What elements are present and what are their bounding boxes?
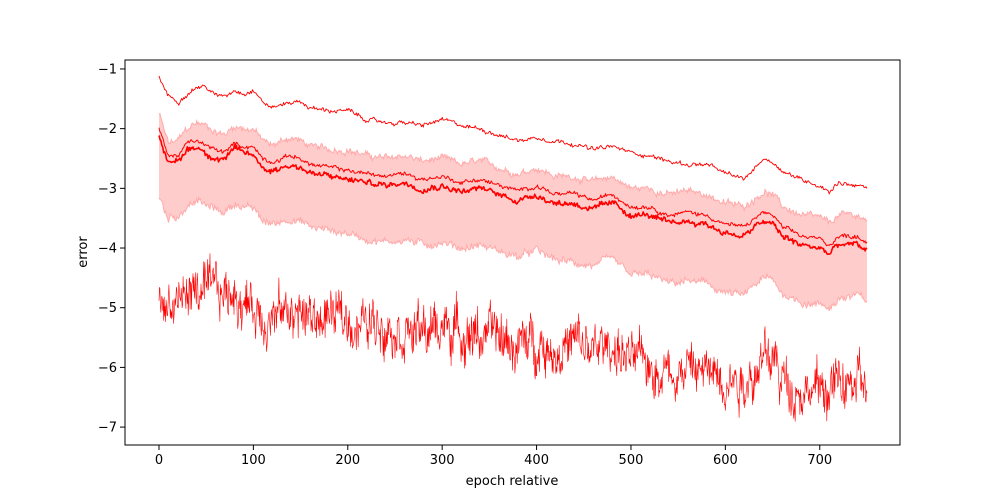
y-axis: −1 −2 −3 −4 −5 −6 −7 — [98, 62, 125, 436]
x-tick-label: 600 — [713, 453, 738, 468]
y-tick-label: −1 — [98, 62, 117, 77]
x-tick-label: 700 — [807, 453, 832, 468]
band-layer — [158, 112, 868, 312]
x-tick-label: 100 — [241, 453, 266, 468]
x-tick-label: 0 — [155, 453, 163, 468]
y-axis-label: error — [76, 236, 91, 268]
std-band — [159, 113, 867, 311]
y-tick-label: −3 — [98, 182, 117, 197]
x-tick-label: 300 — [430, 453, 455, 468]
x-axis: 0 100 200 300 400 500 600 700 — [155, 445, 832, 468]
y-tick-label: −6 — [98, 361, 117, 376]
y-tick-label: −2 — [98, 122, 117, 137]
x-tick-label: 200 — [335, 453, 360, 468]
median-line — [158, 135, 868, 256]
x-tick-label: 400 — [524, 453, 549, 468]
y-tick-label: −5 — [98, 301, 117, 316]
plot-frame — [124, 59, 901, 446]
lower-noisy-line — [158, 253, 868, 422]
y-tick-label: −4 — [98, 242, 117, 257]
std-band-bottom-edge — [158, 195, 868, 312]
x-tick-label: 500 — [619, 453, 644, 468]
x-axis-label: epoch relative — [466, 474, 559, 489]
upper-line — [158, 75, 868, 195]
line-layer — [158, 75, 868, 422]
std-band-top-edge — [158, 112, 868, 226]
mean-line — [158, 127, 868, 247]
y-tick-label: −7 — [98, 421, 117, 436]
